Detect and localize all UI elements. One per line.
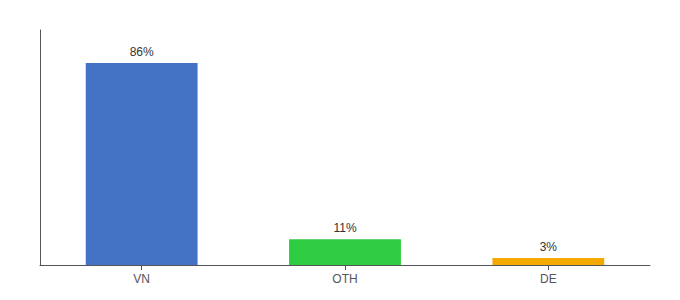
svg-text:VN: VN xyxy=(133,272,150,286)
svg-text:DE: DE xyxy=(540,272,557,286)
svg-text:3%: 3% xyxy=(540,240,558,254)
svg-text:11%: 11% xyxy=(333,221,356,235)
svg-text:86%: 86% xyxy=(130,45,154,59)
svg-text:OTH: OTH xyxy=(332,272,357,286)
